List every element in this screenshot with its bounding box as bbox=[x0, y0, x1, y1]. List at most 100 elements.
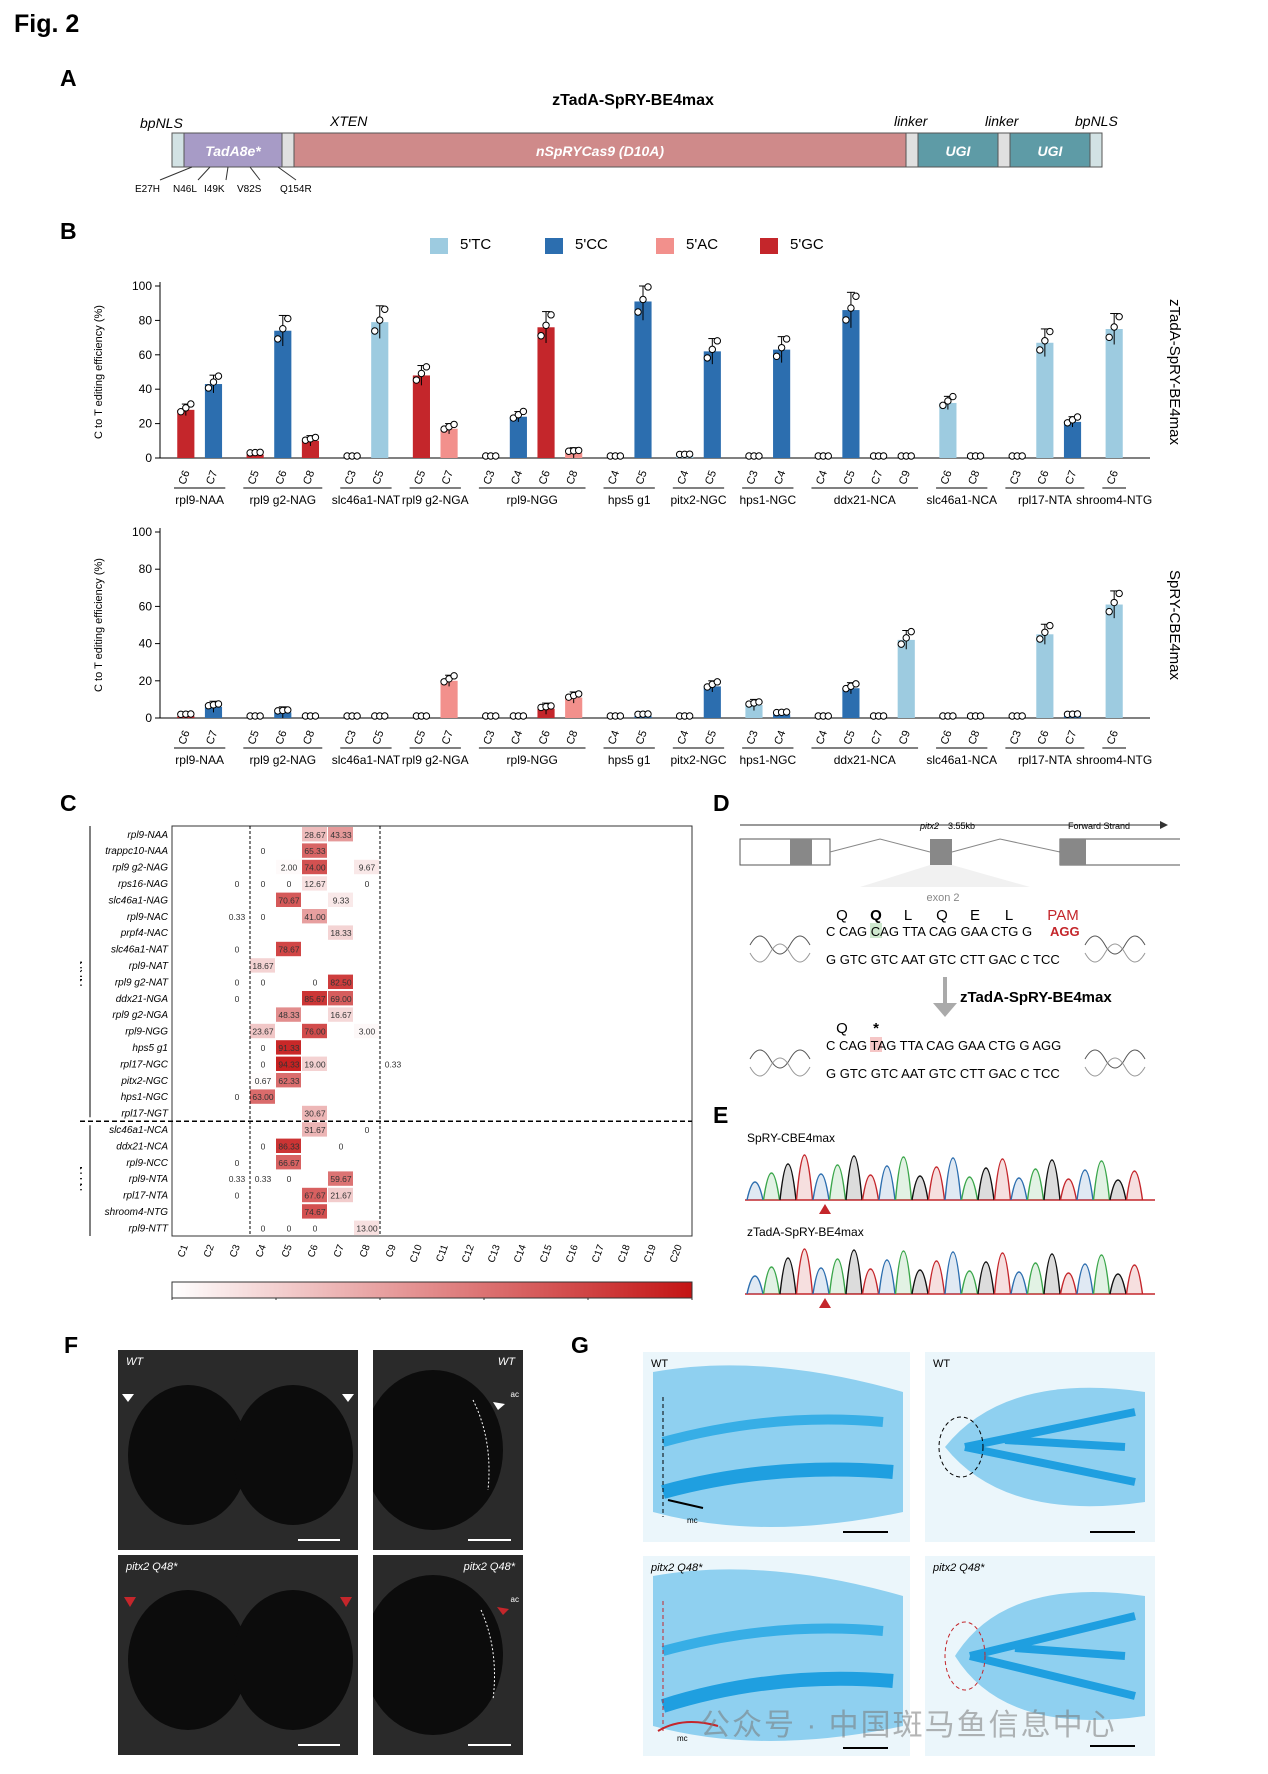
data-point bbox=[1036, 635, 1044, 643]
heatmap-value: 3.00 bbox=[359, 1027, 376, 1037]
heatmap-value: 76.00 bbox=[304, 1027, 326, 1037]
legend-swatch-gc bbox=[760, 238, 778, 254]
data-point bbox=[644, 710, 652, 718]
photo-f-label-2: WT bbox=[497, 1356, 515, 1368]
heatmap-value: 18.33 bbox=[330, 928, 352, 938]
bar bbox=[1036, 634, 1054, 718]
edit-marker-2 bbox=[819, 1298, 831, 1308]
heatmap-value: 94.33 bbox=[278, 1059, 300, 1069]
photo-g-annot-1: mc bbox=[687, 1516, 698, 1525]
data-point bbox=[547, 702, 555, 710]
data-point bbox=[1115, 589, 1123, 598]
photo-f-mut-lateral: pitx2 Q48* ac bbox=[373, 1555, 523, 1755]
y-tick-label: 100 bbox=[132, 279, 152, 293]
trace-peak bbox=[779, 1257, 797, 1295]
bar bbox=[745, 704, 763, 718]
heatmap-cell bbox=[276, 1073, 301, 1088]
heatmap-cell bbox=[302, 991, 327, 1006]
heatmap-cell bbox=[302, 843, 327, 858]
data-point bbox=[256, 448, 264, 456]
heatmap-row-label: ddx21-NGA bbox=[116, 994, 169, 1005]
photo-g-mut-ventral: pitx2 Q48* bbox=[925, 1556, 1155, 1756]
trace-peak bbox=[894, 1250, 913, 1295]
data-point bbox=[1115, 312, 1123, 321]
photo-g-annot-2: mc bbox=[677, 1734, 688, 1743]
trace-peak bbox=[828, 1258, 847, 1295]
panel-label-g: G bbox=[571, 1332, 589, 1358]
group-label: rpl9-NGG bbox=[507, 493, 558, 507]
heatmap-cell bbox=[302, 876, 327, 891]
bar bbox=[246, 454, 264, 458]
data-point bbox=[422, 712, 431, 720]
data-point bbox=[412, 376, 421, 384]
heatmap-row-label: rpl9-NGG bbox=[125, 1027, 168, 1038]
trace-peak bbox=[746, 1275, 764, 1295]
heatmap-col-label: C18 bbox=[616, 1243, 633, 1264]
data-point bbox=[492, 452, 500, 460]
legend-swatch-ac bbox=[656, 238, 674, 254]
heatmap-value: 0 bbox=[365, 1125, 370, 1135]
heatmap-cell bbox=[354, 1220, 379, 1235]
x-tick-label: C5 bbox=[370, 729, 386, 746]
heatmap-cell bbox=[250, 958, 275, 973]
x-tick-label: C5 bbox=[412, 729, 428, 746]
x-tick-label: C4 bbox=[772, 729, 788, 746]
data-point bbox=[353, 712, 361, 720]
data-point bbox=[897, 640, 905, 648]
heatmap-value: 0 bbox=[261, 846, 266, 856]
bar bbox=[565, 697, 583, 718]
trace-peak bbox=[1076, 1169, 1094, 1201]
aa-6: L bbox=[1005, 907, 1013, 924]
heatmap-col-label: C14 bbox=[512, 1243, 529, 1264]
x-tick-label: C3 bbox=[1008, 469, 1024, 486]
group-label: rpl9-NGG bbox=[507, 753, 558, 767]
bar bbox=[634, 301, 652, 458]
aa-4: Q bbox=[936, 907, 948, 924]
trace-peak bbox=[911, 1269, 929, 1295]
heatmap-value: 0 bbox=[235, 994, 240, 1004]
data-point bbox=[574, 446, 583, 455]
group-label: rpl9-NAA bbox=[175, 493, 224, 507]
photo-g-wt-ventral: WT bbox=[925, 1352, 1155, 1542]
heatmap-value: 0.33 bbox=[229, 1174, 246, 1184]
heatmap-col-label: C1 bbox=[176, 1243, 191, 1259]
trace-peak bbox=[795, 1248, 814, 1295]
x-tick-label: C6 bbox=[939, 729, 955, 746]
data-point bbox=[182, 404, 190, 412]
data-point bbox=[450, 672, 458, 680]
trace-peak bbox=[944, 1157, 962, 1201]
heatmap-value: 0 bbox=[235, 1158, 240, 1168]
heatmap-value: 9.33 bbox=[333, 895, 350, 905]
heatmap-cell bbox=[328, 892, 353, 907]
chromatogram-e: SpRY-CBE4max zTadA-SpRY-BE4max bbox=[745, 1131, 1155, 1308]
trace-peak bbox=[845, 1155, 863, 1201]
trace-label-1: SpRY-CBE4max bbox=[747, 1131, 835, 1145]
data-point bbox=[782, 335, 791, 343]
panel-label-c: C bbox=[60, 790, 77, 816]
data-point bbox=[547, 311, 555, 319]
bar bbox=[842, 310, 860, 458]
heatmap-value: 66.67 bbox=[278, 1158, 300, 1168]
heatmap-value: 0 bbox=[261, 912, 266, 922]
x-tick-label: C5 bbox=[246, 729, 262, 746]
trace-label-2: zTadA-SpRY-BE4max bbox=[747, 1225, 864, 1239]
label-linker-2: linker bbox=[985, 113, 1020, 129]
seg-xten bbox=[281, 132, 295, 168]
data-point bbox=[847, 304, 855, 312]
trace-peak bbox=[1092, 1254, 1111, 1295]
bar bbox=[897, 639, 915, 718]
bar bbox=[412, 375, 430, 458]
x-tick-label: C4 bbox=[509, 469, 525, 486]
heatmap-value: 19.00 bbox=[304, 1059, 326, 1069]
label-linker-1: linker bbox=[894, 113, 929, 129]
chart-title: SpRY-CBE4max bbox=[1166, 570, 1183, 681]
heatmap-c: rpl9-NAA 28.67 43.33 trappc10-NAA 0 65.33 rpl9… bbox=[80, 825, 693, 1300]
data-point bbox=[949, 392, 957, 401]
bar bbox=[703, 686, 721, 718]
trace-peak bbox=[1125, 1264, 1144, 1295]
heatmap-value: 0 bbox=[261, 1043, 266, 1053]
data-point bbox=[944, 397, 952, 405]
data-point bbox=[519, 712, 528, 720]
x-tick-label: C7 bbox=[1063, 469, 1079, 486]
x-tick-label: C6 bbox=[537, 729, 553, 746]
